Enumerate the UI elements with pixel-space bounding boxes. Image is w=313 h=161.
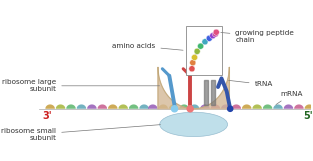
Circle shape: [192, 54, 198, 61]
Circle shape: [194, 48, 200, 54]
Text: mRNA: mRNA: [276, 91, 303, 105]
Polygon shape: [200, 104, 210, 109]
Circle shape: [189, 66, 195, 72]
Circle shape: [212, 31, 218, 37]
Polygon shape: [263, 104, 272, 109]
Text: growing peptide
chain: growing peptide chain: [221, 30, 294, 43]
Text: 3': 3': [42, 110, 52, 121]
FancyBboxPatch shape: [186, 26, 222, 75]
Polygon shape: [252, 104, 262, 109]
Polygon shape: [273, 104, 283, 109]
Circle shape: [213, 29, 219, 35]
Ellipse shape: [160, 112, 228, 137]
Polygon shape: [158, 67, 229, 109]
Circle shape: [172, 106, 177, 112]
Polygon shape: [45, 104, 55, 109]
Polygon shape: [158, 104, 168, 109]
Circle shape: [202, 39, 208, 45]
Circle shape: [206, 35, 212, 41]
Polygon shape: [221, 104, 231, 109]
Polygon shape: [179, 104, 189, 109]
Polygon shape: [211, 104, 220, 109]
Polygon shape: [211, 80, 215, 105]
Polygon shape: [284, 104, 293, 109]
Circle shape: [190, 60, 196, 66]
Text: ribosome small
subunit: ribosome small subunit: [1, 125, 161, 141]
Polygon shape: [305, 104, 313, 109]
Circle shape: [189, 66, 195, 72]
Circle shape: [198, 43, 204, 49]
Polygon shape: [294, 104, 304, 109]
Polygon shape: [148, 104, 157, 109]
Text: ribosome large
subunit: ribosome large subunit: [2, 79, 160, 92]
Polygon shape: [108, 104, 118, 109]
Text: 5': 5': [303, 110, 313, 121]
Polygon shape: [204, 80, 208, 105]
Polygon shape: [129, 104, 138, 109]
Text: tRNA: tRNA: [228, 80, 273, 87]
Polygon shape: [98, 104, 107, 109]
Circle shape: [198, 43, 204, 49]
Polygon shape: [77, 104, 86, 109]
Circle shape: [202, 39, 208, 45]
Circle shape: [206, 35, 212, 41]
Circle shape: [228, 106, 233, 111]
Circle shape: [187, 106, 193, 112]
Text: amino acids: amino acids: [112, 43, 183, 50]
Circle shape: [194, 48, 200, 54]
Circle shape: [210, 33, 216, 39]
Circle shape: [192, 54, 198, 61]
Polygon shape: [169, 104, 178, 109]
Polygon shape: [232, 104, 241, 109]
Polygon shape: [190, 104, 199, 109]
Circle shape: [190, 60, 196, 66]
Circle shape: [212, 31, 218, 37]
Polygon shape: [66, 104, 76, 109]
Polygon shape: [56, 104, 65, 109]
Polygon shape: [242, 104, 252, 109]
Circle shape: [210, 33, 216, 39]
Circle shape: [213, 29, 219, 35]
Polygon shape: [118, 104, 128, 109]
Polygon shape: [139, 104, 149, 109]
Polygon shape: [87, 104, 97, 109]
